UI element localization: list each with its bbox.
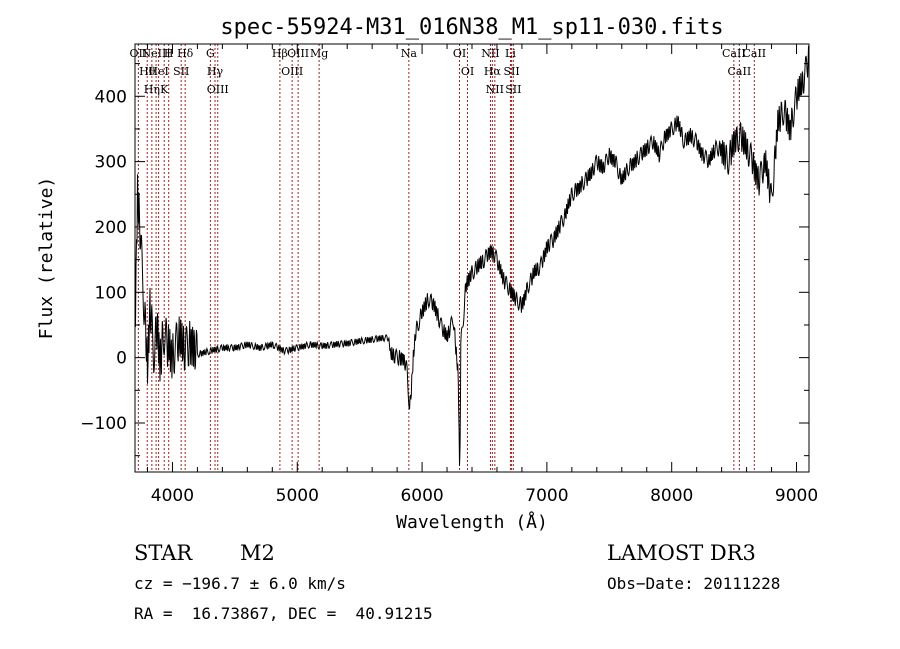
emission-line-label: OIII <box>287 47 309 60</box>
emission-line-label: OIII <box>207 83 229 96</box>
emission-line-label: OI <box>453 47 466 60</box>
emission-line-label: OIII <box>281 65 303 78</box>
emission-line-label: OI <box>461 65 474 78</box>
emission-line-label: OII <box>130 47 148 60</box>
emission-line-label: Hδ <box>177 47 194 60</box>
y-tick-label: 300 <box>95 153 127 173</box>
y-tick-label: 100 <box>95 283 127 303</box>
emission-line-label: HeI <box>148 65 168 78</box>
emission-line-label: CaII <box>728 65 752 78</box>
emission-line-label: NII <box>486 83 504 96</box>
x-axis: 4000 5000 6000 7000 8000 9000 <box>146 44 818 506</box>
emission-line-label: Hη <box>144 83 160 96</box>
survey-name: LAMOST DR3 <box>607 541 756 565</box>
emission-line-label: CaII <box>722 47 746 60</box>
emission-line-label: Mg <box>310 47 328 60</box>
emission-line-label: CaII <box>742 47 766 60</box>
emission-line-label: G <box>206 47 215 60</box>
emission-line-label: NII <box>481 47 499 60</box>
x-axis-label: Wavelength (Å) <box>396 511 548 533</box>
y-tick-label: 200 <box>95 218 127 238</box>
emission-line-label: Hγ <box>207 65 224 78</box>
emission-line-markers <box>137 44 755 472</box>
emission-line-label: NeIII <box>142 47 171 60</box>
emission-line-label: SII <box>173 65 189 78</box>
y-tick-label: 0 <box>116 349 127 369</box>
emission-line-label: K <box>160 83 169 96</box>
y-axis-label: Flux (relative) <box>36 177 57 340</box>
emission-line-label: Hβ <box>272 47 288 60</box>
spectrum-line <box>134 45 810 466</box>
redshift-readout: cz = −196.7 ± 6.0 km/s <box>134 574 346 593</box>
emission-line-label: Na <box>401 47 418 60</box>
emission-line-label: Hθ <box>139 65 156 78</box>
x-tick-label: 5000 <box>276 486 319 506</box>
emission-line-label: H <box>164 47 174 60</box>
object-subclass: M2 <box>240 541 275 565</box>
emission-line-label: Hα <box>484 65 502 78</box>
emission-line-label: SII <box>503 65 519 78</box>
plot-frame <box>134 43 810 473</box>
y-tick-label: −100 <box>80 414 127 434</box>
x-tick-label: 8000 <box>650 486 693 506</box>
chart-title: spec-55924-M31_016N38_M1_sp11-030.fits <box>220 15 723 40</box>
y-axis: −100 0 100 200 300 400 <box>80 63 809 457</box>
x-tick-label: 6000 <box>400 486 443 506</box>
obs-date: Obs−Date: 20111228 <box>607 574 781 593</box>
emission-line-label: SII <box>505 83 521 96</box>
coordinates-readout: RA = 16.73867, DEC = 40.91215 <box>134 604 433 623</box>
emission-line-label: Li <box>505 47 516 60</box>
object-class: STAR <box>134 541 193 565</box>
x-tick-label: 7000 <box>525 486 568 506</box>
y-tick-label: 400 <box>95 87 127 107</box>
series-layer <box>134 45 810 466</box>
x-tick-label: 4000 <box>151 486 194 506</box>
x-tick-label: 9000 <box>775 486 818 506</box>
